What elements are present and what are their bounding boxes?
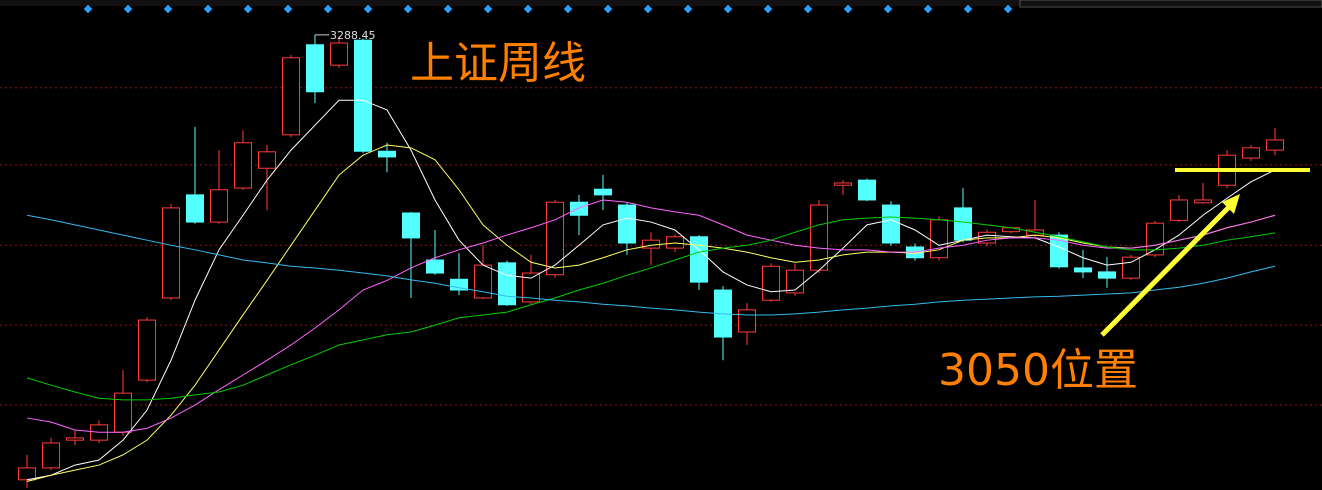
toolbar-marker <box>323 4 333 14</box>
candle-body <box>162 207 180 299</box>
grid <box>0 87 1322 406</box>
candle-body <box>234 142 252 189</box>
candle-body <box>66 437 84 441</box>
ma-line <box>26 99 1276 481</box>
ma-line <box>26 214 1276 316</box>
candle-body <box>1242 147 1260 159</box>
candle-body <box>834 182 852 186</box>
toolbar-buttons[interactable] <box>1019 0 1322 8</box>
candle-body <box>426 259 444 274</box>
ma-line <box>26 144 1276 482</box>
ma-line <box>26 216 1276 401</box>
candle-body <box>450 278 468 291</box>
candle-body <box>858 179 876 201</box>
candle-body <box>114 392 132 433</box>
candle-body <box>138 319 156 381</box>
annotation: 3050位置 <box>938 345 1138 396</box>
candle-body <box>402 212 420 239</box>
candle-body <box>282 57 300 136</box>
candle-body <box>546 201 564 276</box>
candle-body <box>1170 199 1188 221</box>
candle-body <box>1266 139 1284 151</box>
candle-body <box>594 188 612 196</box>
candle-body <box>1098 271 1116 279</box>
toolbar-marker <box>283 4 293 14</box>
candle-body <box>522 272 540 303</box>
candle-body <box>618 204 636 244</box>
candle-body <box>330 42 348 66</box>
arrow-shaft <box>1100 201 1235 337</box>
candle-body <box>1122 256 1140 279</box>
candle-body <box>1002 227 1020 233</box>
toolbar-marker <box>403 4 413 14</box>
candle-body <box>354 39 372 152</box>
toolbar-marker <box>443 4 453 14</box>
candle-body <box>570 201 588 216</box>
plot: 3288.45 <box>18 29 1310 489</box>
candle-body <box>186 194 204 223</box>
chart-title: 上证周线 <box>410 38 586 89</box>
candle-body <box>1074 267 1092 273</box>
arrow-head <box>1222 194 1240 214</box>
ma-line <box>26 199 1276 433</box>
candle-body <box>666 236 684 249</box>
candle-body <box>930 219 948 259</box>
candle-body <box>642 239 660 249</box>
candle-body <box>378 150 396 158</box>
toolbar-marker <box>363 4 373 14</box>
candle-body <box>306 44 324 93</box>
candle-body <box>954 207 972 241</box>
candle-body <box>18 467 36 481</box>
candle-body <box>762 265 780 301</box>
high-label: 3288.45 <box>330 29 376 42</box>
candle-body <box>42 442 60 469</box>
candle-body <box>498 262 516 306</box>
candle-body <box>786 269 804 294</box>
candle-body <box>690 236 708 283</box>
candle-body <box>210 189 228 223</box>
candle-body <box>258 151 276 169</box>
candle-body <box>882 204 900 244</box>
toolbar <box>0 0 1322 6</box>
candle-body <box>1194 199 1212 204</box>
candle-body <box>738 309 756 333</box>
toolbar-marker <box>483 4 493 14</box>
